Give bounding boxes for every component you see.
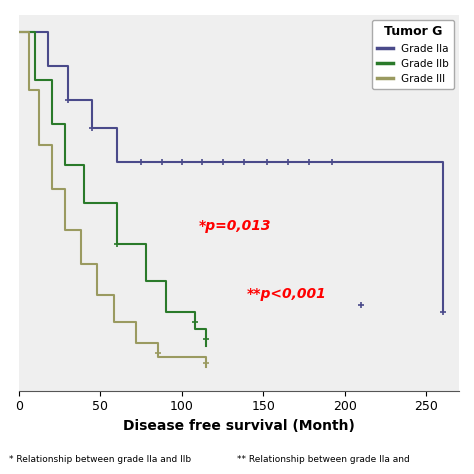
Legend: Grade IIa, Grade IIb, Grade III: Grade IIa, Grade IIb, Grade III xyxy=(372,20,454,89)
Text: ** Relationship between grade IIa and: ** Relationship between grade IIa and xyxy=(237,455,410,464)
X-axis label: Disease free survival (Month): Disease free survival (Month) xyxy=(123,419,355,433)
Text: * Relationship between grade IIa and IIb: * Relationship between grade IIa and IIb xyxy=(9,455,191,464)
Text: *p=0,013: *p=0,013 xyxy=(198,219,271,233)
Text: **p<0,001: **p<0,001 xyxy=(247,287,327,301)
